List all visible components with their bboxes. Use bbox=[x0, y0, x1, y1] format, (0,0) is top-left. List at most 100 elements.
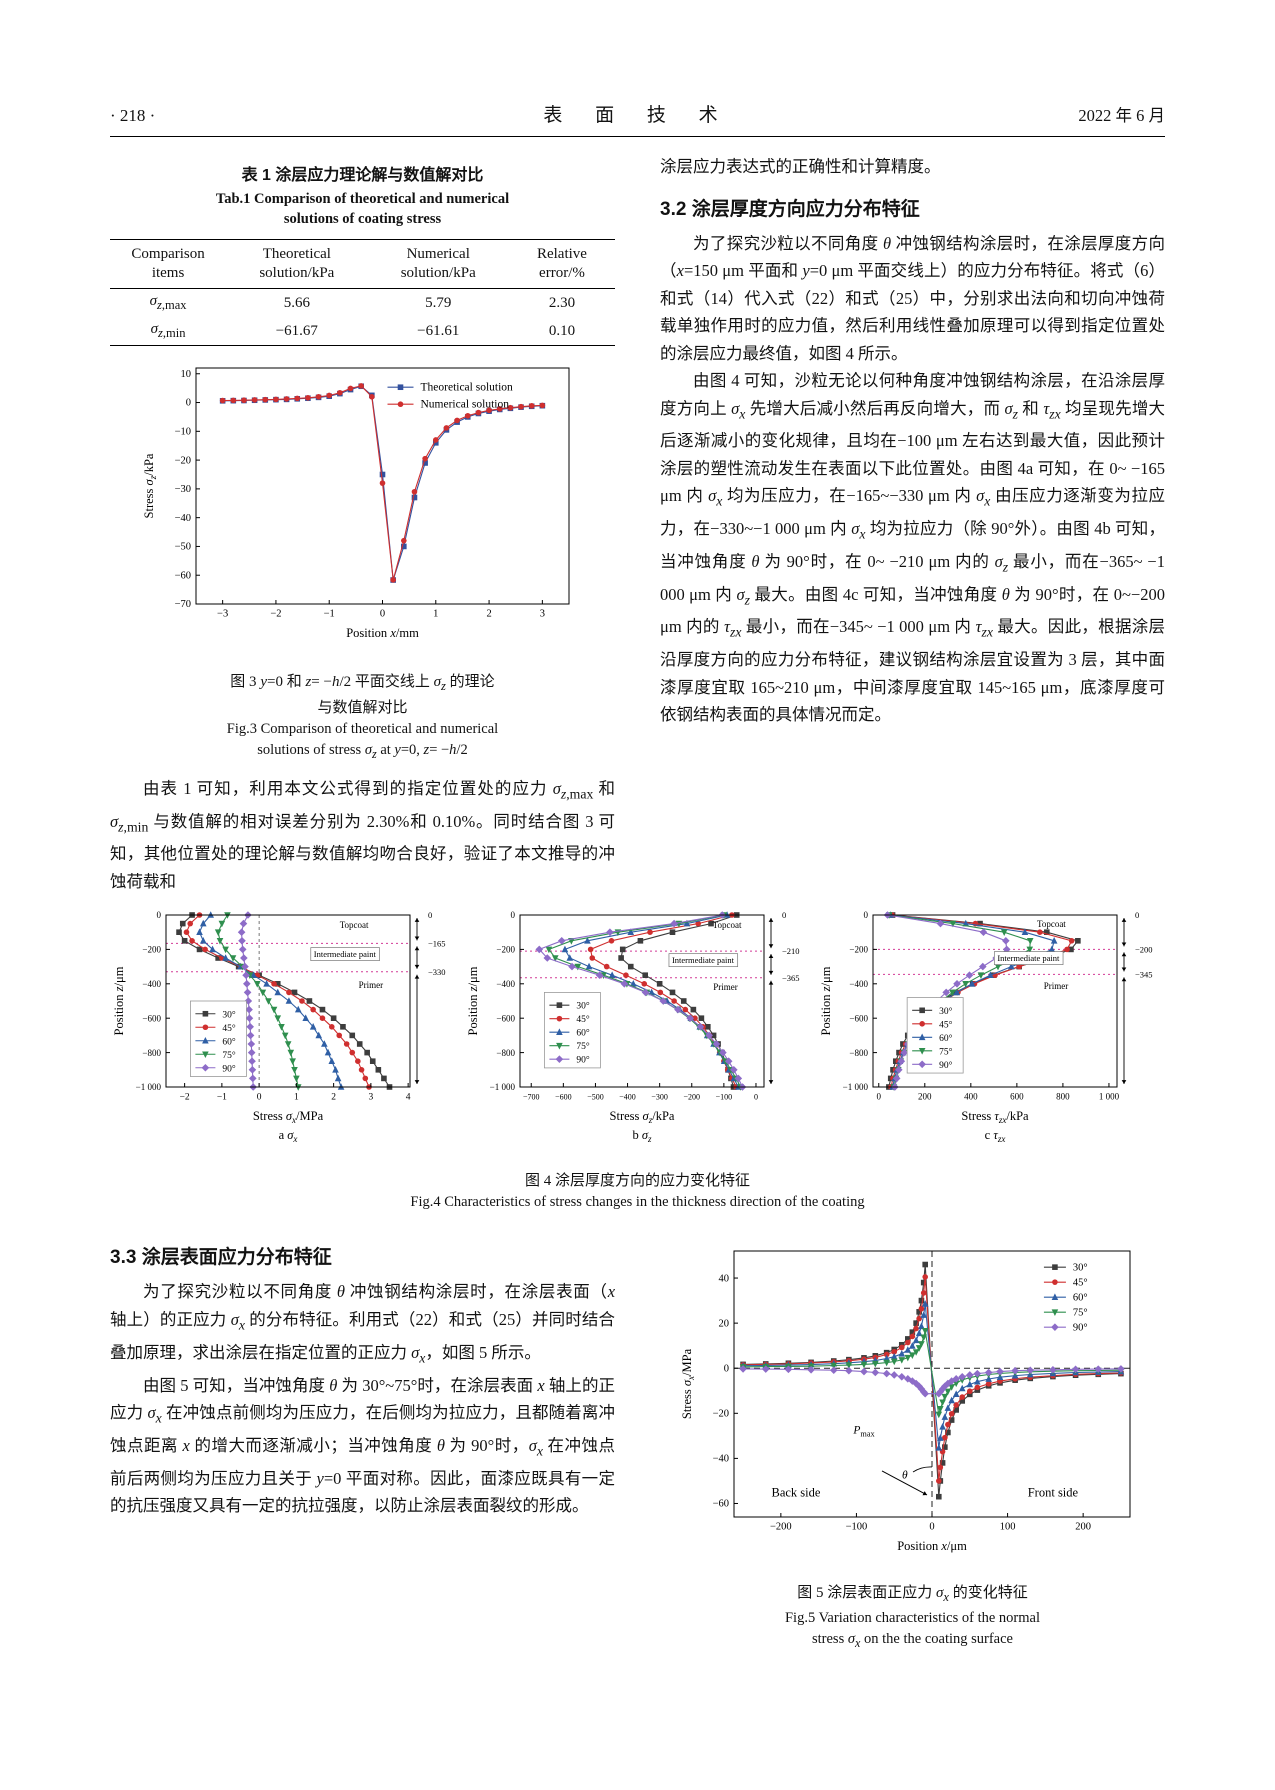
svg-text:90°: 90° bbox=[576, 1055, 590, 1066]
paragraph-3-2-1: 为了探究沙粒以不同角度 θ 冲蚀钢结构涂层时，在涂层厚度方向（x=150 μm … bbox=[660, 233, 1166, 363]
svg-text:0: 0 bbox=[510, 911, 515, 921]
svg-text:1: 1 bbox=[294, 1093, 299, 1103]
svg-text:−600: −600 bbox=[142, 1014, 161, 1024]
svg-text:Position x/mm: Position x/mm bbox=[346, 626, 419, 640]
figure5: −200 −100 0 100 200 40 20 0 −20 −40 −60 Position x/… bbox=[660, 1237, 1165, 1582]
table-row: σz,max 5.66 5.79 2.30 bbox=[110, 289, 615, 318]
table1-title-cn: 表 1 涂层应力理论解与数值解对比 bbox=[241, 167, 484, 184]
svg-text:−700: −700 bbox=[522, 1093, 539, 1102]
svg-text:−200: −200 bbox=[1135, 945, 1153, 955]
svg-text:−100: −100 bbox=[845, 1522, 867, 1533]
figure4-captions: 图 4 涂层厚度方向的应力变化特征 Fig.4 Characteristics … bbox=[110, 1170, 1165, 1213]
svg-text:−1: −1 bbox=[217, 1093, 227, 1103]
bottom-columns: 3.3 涂层表面应力分布特征 为了探究沙粒以不同角度 θ 冲蚀钢结构涂层时，在涂… bbox=[110, 1229, 1165, 1654]
svg-text:Position z/μm: Position z/μm bbox=[112, 967, 126, 1036]
svg-text:30°: 30° bbox=[222, 1010, 236, 1021]
paragraph-3-2-2: 由图 4 可知，沙粒无论以何种角度冲蚀钢结构涂层，在沿涂层厚度方向上 σx 先增… bbox=[660, 371, 1166, 725]
page-content: · 218 · 表 面 技 术 2022 年 6 月 表 1 涂层应力理论解与数… bbox=[110, 100, 1165, 1654]
svg-text:0: 0 bbox=[782, 910, 786, 920]
table1-title-en-line2: solutions of coating stress bbox=[283, 211, 442, 227]
table-1-head: Comparison items Theoretical solution/kP… bbox=[110, 239, 615, 289]
svg-text:−200: −200 bbox=[849, 945, 868, 955]
svg-text:0: 0 bbox=[1135, 910, 1139, 920]
section-3-2-heading: 3.2 涂层厚度方向应力分布特征 bbox=[660, 198, 920, 220]
figure4-caption-cn: 图 4 涂层厚度方向的应力变化特征 bbox=[524, 1173, 750, 1190]
svg-text:−1 000: −1 000 bbox=[843, 1083, 869, 1093]
svg-text:1 000: 1 000 bbox=[1099, 1092, 1120, 1102]
svg-text:−165: −165 bbox=[428, 939, 446, 949]
svg-text:0: 0 bbox=[257, 1093, 262, 1103]
svg-text:−1 000: −1 000 bbox=[136, 1083, 162, 1093]
svg-text:800: 800 bbox=[1056, 1092, 1070, 1102]
svg-text:Topcoat: Topcoat bbox=[340, 920, 369, 930]
svg-text:Stress σz/kPa: Stress σz/kPa bbox=[142, 453, 158, 518]
svg-text:75°: 75° bbox=[1072, 1308, 1087, 1319]
svg-text:−30: −30 bbox=[175, 484, 191, 495]
figure4b-chart: −700 −600 −500 −400 −300 −200 −100 0 0 −200 −400 −6… bbox=[464, 905, 812, 1168]
svg-text:40: 40 bbox=[718, 1274, 729, 1285]
svg-text:0: 0 bbox=[753, 1093, 757, 1102]
figure3-caption-cn: 图 3 y=0 和 z= −h/2 平面交线上 σz 的理论 与数值解对比 bbox=[230, 674, 495, 716]
svg-text:Intermediate paint: Intermediate paint bbox=[314, 950, 377, 960]
figure3: −3 −2 −1 0 1 2 3 10 0 −10 −20 −30 −40 −50 −60 −70 Positi… bbox=[110, 354, 615, 671]
paragraph-3-3-1: 为了探究沙粒以不同角度 θ 冲蚀钢结构涂层时，在涂层表面（x 轴上）的正应力 σ… bbox=[110, 1282, 616, 1366]
svg-text:−800: −800 bbox=[849, 1048, 868, 1058]
svg-text:Pmax: Pmax bbox=[852, 1425, 875, 1439]
svg-text:0: 0 bbox=[157, 911, 162, 921]
svg-text:−3: −3 bbox=[217, 609, 228, 620]
figure4: −2 −1 0 1 2 3 4 0 −200 −400 −600 −800 −1 000 Stress σ… bbox=[110, 905, 1165, 1168]
svg-text:90°: 90° bbox=[939, 1060, 953, 1071]
svg-text:20: 20 bbox=[718, 1319, 729, 1330]
bottom-left-column: 3.3 涂层表面应力分布特征 为了探究沙粒以不同角度 θ 冲蚀钢结构涂层时，在涂… bbox=[110, 1229, 615, 1654]
figure4-caption-en: Fig.4 Characteristics of stress changes … bbox=[410, 1194, 865, 1211]
svg-text:30°: 30° bbox=[1072, 1263, 1087, 1274]
svg-text:−40: −40 bbox=[712, 1454, 728, 1465]
svg-text:4: 4 bbox=[406, 1093, 411, 1103]
svg-text:−2: −2 bbox=[180, 1093, 190, 1103]
svg-text:−20: −20 bbox=[712, 1409, 728, 1420]
table-header-row: Comparison items Theoretical solution/kP… bbox=[110, 239, 615, 289]
svg-text:Position z/μm: Position z/μm bbox=[466, 967, 480, 1036]
svg-text:60°: 60° bbox=[576, 1028, 590, 1039]
svg-text:0: 0 bbox=[929, 1522, 934, 1533]
svg-text:−10: −10 bbox=[175, 427, 191, 438]
figure4a-chart: −2 −1 0 1 2 3 4 0 −200 −400 −600 −800 −1 000 Stress σ… bbox=[110, 905, 458, 1168]
svg-text:−200: −200 bbox=[683, 1093, 700, 1102]
svg-text:−2: −2 bbox=[270, 609, 281, 620]
table-header-numerical: Numerical solution/kPa bbox=[367, 239, 509, 289]
svg-text:60°: 60° bbox=[1072, 1293, 1087, 1304]
svg-text:200: 200 bbox=[918, 1092, 932, 1102]
figure3-chart: −3 −2 −1 0 1 2 3 10 0 −10 −20 −30 −40 −50 −60 −70 Positi… bbox=[140, 354, 585, 671]
svg-text:Primer: Primer bbox=[359, 981, 384, 991]
cell-error: 2.30 bbox=[548, 294, 576, 311]
svg-text:−400: −400 bbox=[849, 979, 868, 989]
svg-text:c τzx: c τzx bbox=[985, 1128, 1006, 1144]
svg-text:−500: −500 bbox=[587, 1093, 604, 1102]
svg-text:Primer: Primer bbox=[713, 982, 738, 992]
svg-text:−800: −800 bbox=[496, 1048, 515, 1058]
table-1: Comparison items Theoretical solution/kP… bbox=[110, 239, 615, 346]
svg-text:Intermediate paint: Intermediate paint bbox=[997, 954, 1060, 964]
cell-item: σz,min bbox=[110, 317, 227, 346]
svg-text:Intermediate paint: Intermediate paint bbox=[671, 956, 734, 966]
svg-text:Front side: Front side bbox=[1027, 1486, 1078, 1500]
svg-text:90°: 90° bbox=[222, 1064, 236, 1075]
svg-text:45°: 45° bbox=[576, 1015, 590, 1026]
svg-text:−300: −300 bbox=[651, 1093, 668, 1102]
svg-text:600: 600 bbox=[1010, 1092, 1024, 1102]
issue-date: 2022 年 6 月 bbox=[1078, 106, 1165, 125]
svg-text:−70: −70 bbox=[175, 599, 191, 610]
svg-text:−1 000: −1 000 bbox=[489, 1083, 515, 1093]
svg-text:0: 0 bbox=[428, 910, 432, 920]
svg-text:3: 3 bbox=[369, 1093, 374, 1103]
figure5-caption-en: Fig.5 Variation characteristics of the n… bbox=[784, 1610, 1041, 1651]
table-header-theoretical: Theoretical solution/kPa bbox=[226, 239, 368, 289]
table-row: σz,min −61.67 −61.61 0.10 bbox=[110, 317, 615, 346]
svg-text:−60: −60 bbox=[712, 1499, 728, 1510]
svg-text:0: 0 bbox=[877, 1092, 882, 1102]
figure5-caption-cn: 图 5 涂层表面正应力 σx 的变化特征 bbox=[797, 1585, 1028, 1605]
svg-text:−400: −400 bbox=[142, 979, 161, 989]
svg-text:−600: −600 bbox=[496, 1014, 515, 1024]
running-header: · 218 · 表 面 技 术 2022 年 6 月 bbox=[110, 100, 1165, 137]
